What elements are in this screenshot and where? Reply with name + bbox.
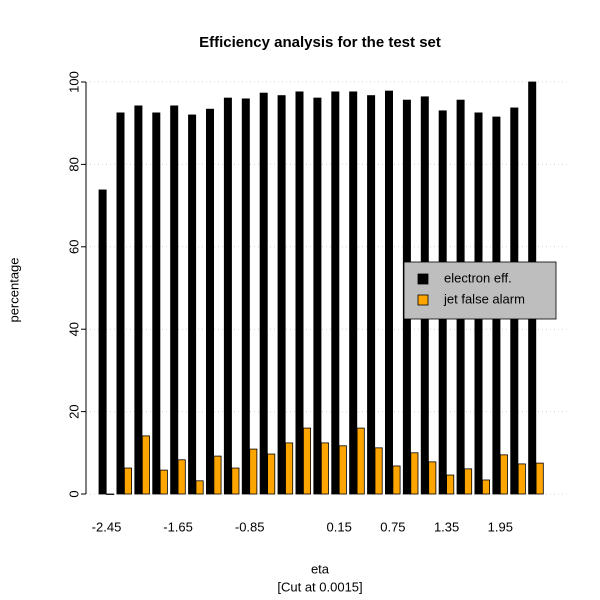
bar — [177, 459, 186, 495]
bar — [170, 105, 179, 495]
bar — [106, 493, 115, 495]
bar — [464, 468, 473, 495]
bar — [356, 427, 365, 495]
subtitle: [Cut at 0.0015] — [277, 579, 362, 594]
y-tick-label: 0 — [66, 490, 81, 497]
legend-box — [403, 261, 557, 320]
bar — [249, 448, 258, 495]
chart-title: Efficiency analysis for the test set — [199, 34, 441, 51]
bar — [331, 91, 340, 495]
bar — [499, 454, 508, 495]
bar — [141, 435, 150, 495]
bar — [302, 427, 311, 495]
bar — [116, 112, 125, 495]
bar — [267, 453, 276, 495]
y-tick-label: 80 — [66, 157, 81, 171]
bar — [410, 452, 419, 495]
bar — [231, 467, 240, 495]
bar — [285, 442, 294, 495]
y-tick-label: 20 — [66, 404, 81, 418]
bar — [392, 465, 401, 495]
bar — [152, 112, 161, 495]
x-tick-label: 1.95 — [488, 519, 513, 534]
bar — [134, 105, 143, 495]
bar — [374, 447, 383, 495]
bar — [481, 479, 490, 495]
bar — [188, 114, 197, 495]
bar — [295, 91, 304, 495]
y-axis-label: percentage — [6, 257, 21, 322]
bar — [241, 98, 250, 495]
x-tick-label: -1.65 — [163, 519, 193, 534]
bar — [259, 92, 268, 495]
bar — [428, 461, 437, 495]
legend-swatch — [417, 273, 429, 285]
bar — [384, 90, 393, 495]
bar — [349, 91, 358, 495]
x-axis-label: eta — [311, 561, 330, 576]
bar — [213, 455, 222, 495]
x-tick-label: -0.85 — [235, 519, 265, 534]
legend-swatch — [417, 294, 429, 306]
bar — [195, 480, 204, 495]
x-tick-label: -2.45 — [92, 519, 122, 534]
x-tick-label: 0.75 — [380, 519, 405, 534]
y-tick-label: 60 — [66, 240, 81, 254]
bar — [277, 95, 286, 495]
bar — [338, 445, 347, 495]
bar — [517, 463, 526, 495]
legend-label: electron eff. — [444, 270, 512, 285]
x-tick-label: 1.35 — [434, 519, 459, 534]
x-tick-label: 0.15 — [327, 519, 352, 534]
bar — [205, 108, 214, 495]
legend-label: jet false alarm — [443, 291, 525, 306]
bar — [98, 189, 107, 495]
bar — [223, 97, 232, 495]
bar — [446, 474, 455, 495]
bar — [313, 97, 322, 495]
bar — [124, 467, 133, 495]
bar — [320, 442, 329, 495]
bar — [159, 469, 168, 495]
y-tick-label: 100 — [66, 71, 81, 93]
y-tick-label: 40 — [66, 322, 81, 336]
bar — [367, 95, 376, 495]
bar — [535, 462, 544, 495]
